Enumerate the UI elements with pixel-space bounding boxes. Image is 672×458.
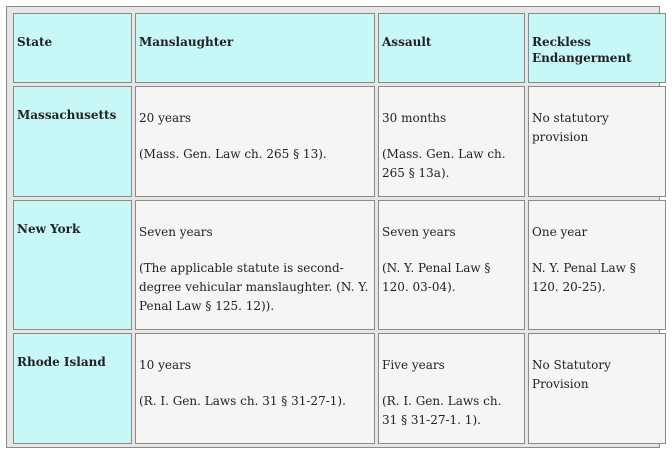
table-row: New York Seven years (The applicable sta…	[13, 200, 666, 330]
reckless-cell: No Statutory Provision	[528, 333, 666, 444]
statute-citation: (The applicable statute is second-degree…	[139, 261, 369, 313]
header-reckless-endangerment: Reckless Endangerment	[528, 13, 666, 83]
statute-citation: N. Y. Penal Law § 120. 20-25).	[532, 261, 636, 294]
penalty-term: One year	[532, 225, 588, 239]
reckless-cell: One year N. Y. Penal Law § 120. 20-25).	[528, 200, 666, 330]
state-cell: Massachusetts	[13, 86, 132, 197]
penalty-term: Seven years	[139, 225, 213, 239]
penalty-term: 30 months	[382, 111, 447, 125]
assault-cell: Five years (R. I. Gen. Laws ch. 31 § 31-…	[378, 333, 525, 444]
statute-citation: (R. I. Gen. Laws ch. 31 § 31-27-1).	[139, 394, 346, 408]
penalty-term: No statutory provision	[532, 111, 609, 144]
manslaughter-cell: 10 years (R. I. Gen. Laws ch. 31 § 31-27…	[135, 333, 375, 444]
statute-citation: (R. I. Gen. Laws ch. 31 § 31-27-1. 1).	[382, 394, 502, 427]
manslaughter-cell: 20 years (Mass. Gen. Law ch. 265 § 13).	[135, 86, 375, 197]
header-row: State Manslaughter Assault Reckless Enda…	[13, 13, 666, 83]
penalty-term: Seven years	[382, 225, 456, 239]
penalty-term: 20 years	[139, 111, 192, 125]
penalty-term: Five years	[382, 358, 445, 372]
reckless-cell: No statutory provision	[528, 86, 666, 197]
header-manslaughter: Manslaughter	[135, 13, 375, 83]
header-assault: Assault	[378, 13, 525, 83]
manslaughter-cell: Seven years (The applicable statute is s…	[135, 200, 375, 330]
penalty-table: State Manslaughter Assault Reckless Enda…	[10, 10, 669, 447]
table-row: Massachusetts 20 years (Mass. Gen. Law c…	[13, 86, 666, 197]
penalty-term: No Statutory Provision	[532, 358, 611, 391]
penalty-term: 10 years	[139, 358, 192, 372]
table-row: Rhode Island 10 years (R. I. Gen. Laws c…	[13, 333, 666, 444]
statute-citation: (Mass. Gen. Law ch. 265 § 13a).	[382, 147, 506, 180]
assault-cell: Seven years (N. Y. Penal Law § 120. 03-0…	[378, 200, 525, 330]
statute-citation: (Mass. Gen. Law ch. 265 § 13).	[139, 147, 327, 161]
state-cell: New York	[13, 200, 132, 330]
assault-cell: 30 months (Mass. Gen. Law ch. 265 § 13a)…	[378, 86, 525, 197]
state-cell: Rhode Island	[13, 333, 132, 444]
header-state: State	[13, 13, 132, 83]
statute-citation: (N. Y. Penal Law § 120. 03-04).	[382, 261, 491, 294]
